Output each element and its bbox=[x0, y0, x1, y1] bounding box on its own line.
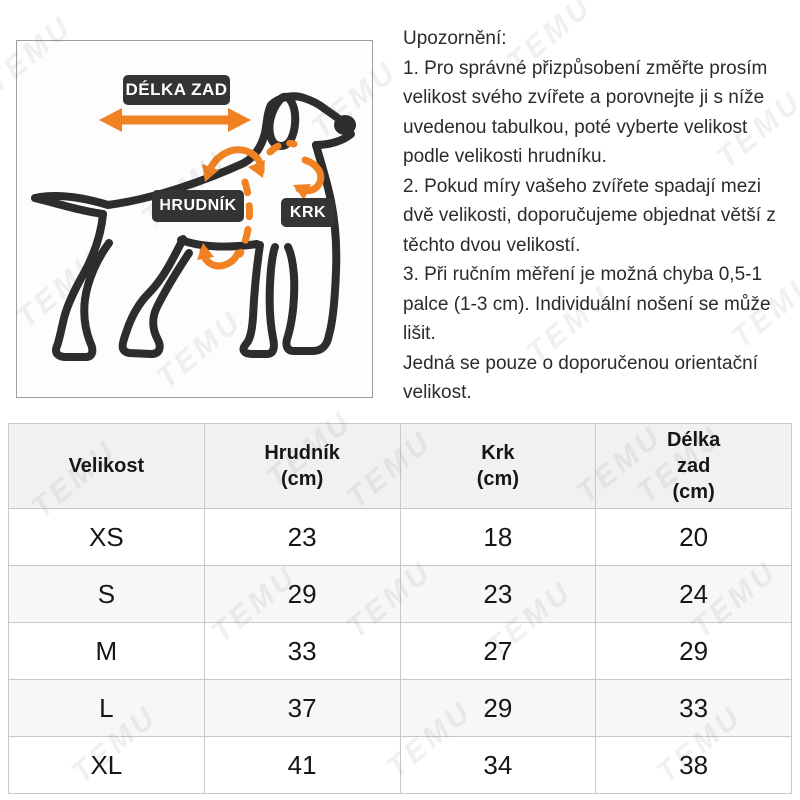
chest-label: HRUDNÍK bbox=[152, 190, 244, 222]
chest-wrap-arrowhead-right bbox=[248, 160, 265, 178]
dog-outline-illustration bbox=[31, 92, 356, 361]
col-header-delka-zad: Délka zad (cm) bbox=[595, 423, 792, 509]
back-cell: 20 bbox=[595, 508, 792, 566]
chest-cell: 37 bbox=[203, 679, 401, 737]
chest-wrap-arrowhead-left bbox=[202, 164, 219, 182]
chest-cell: 23 bbox=[203, 508, 401, 566]
dog-rear-leg-far bbox=[52, 210, 113, 361]
neck-cell: 27 bbox=[399, 622, 597, 680]
dog-front-leg-near bbox=[282, 141, 341, 355]
chest-lower-arrowhead bbox=[197, 243, 214, 260]
back-cell: 38 bbox=[595, 736, 792, 794]
col-header-hrudnik: Hrudník (cm) bbox=[203, 423, 401, 509]
size-cell: XL bbox=[8, 736, 205, 794]
chest-dashed-girth bbox=[236, 178, 253, 258]
dog-measurement-diagram: DÉLKA ZAD HRUDNÍK KRK bbox=[16, 40, 373, 398]
dog-tail-outline bbox=[31, 194, 107, 218]
table-row-s: S 29 23 24 bbox=[8, 565, 792, 623]
neck-wrap-arrowhead bbox=[293, 184, 311, 200]
notice-title: Upozornění: bbox=[403, 28, 507, 49]
back-length-arrowhead-right bbox=[228, 108, 251, 132]
table-row-m: M 33 27 29 bbox=[8, 622, 792, 680]
back-length-arrowhead-left bbox=[99, 108, 122, 132]
dog-muzzle-outline bbox=[312, 130, 355, 149]
table-row-l: L 37 29 33 bbox=[8, 679, 792, 737]
chest-cell: 41 bbox=[203, 736, 401, 794]
size-cell: S bbox=[8, 565, 205, 623]
size-table: Velikost Hrudník (cm) Krk (cm) Délka zad… bbox=[8, 423, 792, 794]
size-cell: XS bbox=[8, 508, 205, 566]
neck-cell: 23 bbox=[399, 565, 597, 623]
neck-cell: 34 bbox=[399, 736, 597, 794]
back-cell: 33 bbox=[595, 679, 792, 737]
size-cell: L bbox=[8, 679, 205, 737]
neck-label: KRK bbox=[281, 198, 335, 227]
col-header-velikost: Velikost bbox=[8, 423, 205, 509]
notice-paragraph-4: Jedná se pouze o doporučenou orientační … bbox=[403, 352, 758, 404]
neck-dashed-girth bbox=[266, 139, 298, 156]
notice-paragraph-3: 3. Při ručním měření je možná chyba 0,5-… bbox=[403, 264, 771, 344]
table-row-xl: XL 41 34 38 bbox=[8, 736, 792, 794]
neck-cell: 29 bbox=[399, 679, 597, 737]
size-cell: M bbox=[8, 622, 205, 680]
dog-belly-outline bbox=[177, 236, 261, 251]
back-cell: 24 bbox=[595, 565, 792, 623]
dog-ear-outline bbox=[265, 92, 300, 150]
col-header-krk: Krk (cm) bbox=[399, 423, 597, 509]
back-length-label: DÉLKA ZAD bbox=[123, 75, 230, 105]
back-cell: 29 bbox=[595, 622, 792, 680]
neck-cell: 18 bbox=[399, 508, 597, 566]
chest-cell: 29 bbox=[203, 565, 401, 623]
dog-front-leg-far bbox=[239, 241, 279, 358]
notice-text-block: Upozornění: 1. Pro správné přizpůsobení … bbox=[403, 24, 794, 408]
chest-cell: 33 bbox=[203, 622, 401, 680]
table-row-xs: XS 23 18 20 bbox=[8, 508, 792, 566]
notice-paragraph-2: 2. Pokud míry vašeho zvířete spadají mez… bbox=[403, 175, 776, 256]
notice-paragraph-1: 1. Pro správné přizpůsobení změřte prosí… bbox=[403, 57, 768, 168]
dog-rear-leg-near bbox=[118, 235, 193, 358]
dog-nose bbox=[334, 115, 356, 135]
size-table-header-row: Velikost Hrudník (cm) Krk (cm) Délka zad… bbox=[8, 423, 792, 509]
